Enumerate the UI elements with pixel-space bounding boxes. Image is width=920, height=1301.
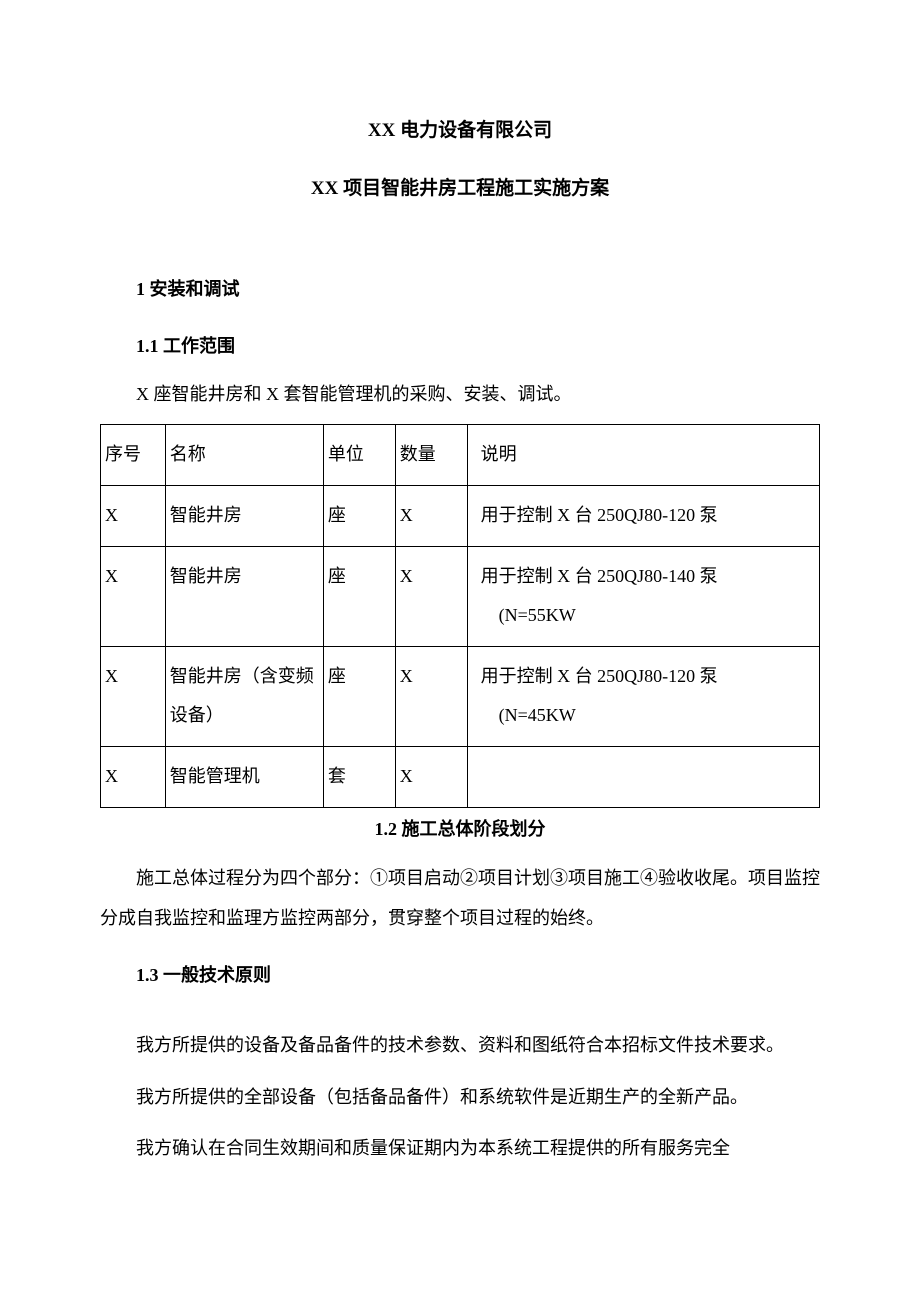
cell-desc-main: 用于控制 X 台 250QJ80-120 泵: [481, 666, 718, 686]
cell-desc: 用于控制 X 台 250QJ80-140 泵 (N=55KW: [467, 546, 819, 646]
table-row: X 智能管理机 套 X: [101, 746, 820, 807]
cell-desc: 用于控制 X 台 250QJ80-120 泵: [467, 485, 819, 546]
col-header-seq: 序号: [101, 425, 166, 486]
table-row: X 智能井房（含变频设备） 座 X 用于控制 X 台 250QJ80-120 泵…: [101, 646, 820, 746]
section-1-1-heading: 1.1 工作范围: [100, 327, 820, 367]
cell-unit: 套: [323, 746, 395, 807]
cell-qty: X: [395, 746, 467, 807]
table-row: X 智能井房 座 X 用于控制 X 台 250QJ80-140 泵 (N=55K…: [101, 546, 820, 646]
cell-seq: X: [101, 485, 166, 546]
cell-name: 智能井房: [165, 485, 323, 546]
cell-desc: 用于控制 X 台 250QJ80-120 泵 (N=45KW: [467, 646, 819, 746]
section-1-2-heading: 1.2 施工总体阶段划分: [100, 810, 820, 850]
cell-name: 智能井房: [165, 546, 323, 646]
cell-unit: 座: [323, 485, 395, 546]
cell-desc-sub: (N=55KW: [472, 596, 815, 636]
section-1-heading: 1 安装和调试: [100, 270, 820, 310]
table-row: X 智能井房 座 X 用于控制 X 台 250QJ80-120 泵: [101, 485, 820, 546]
cell-unit: 座: [323, 646, 395, 746]
col-header-desc: 说明: [467, 425, 819, 486]
col-header-name: 名称: [165, 425, 323, 486]
section-1-3-p3: 我方确认在合同生效期间和质量保证期内为本系统工程提供的所有服务完全: [100, 1129, 820, 1169]
section-1-2-body: 施工总体过程分为四个部分：①项目启动②项目计划③项目施工④验收收尾。项目监控分成…: [100, 859, 820, 938]
section-1-3-p2: 我方所提供的全部设备（包括备品备件）和系统软件是近期生产的全新产品。: [100, 1078, 820, 1118]
cell-desc-main: 用于控制 X 台 250QJ80-140 泵: [481, 566, 718, 586]
section-1-1-intro: X 座智能井房和 X 套智能管理机的采购、安装、调试。: [100, 375, 820, 415]
cell-seq: X: [101, 646, 166, 746]
company-title: XX 电力设备有限公司: [100, 110, 820, 152]
cell-desc: [467, 746, 819, 807]
cell-qty: X: [395, 485, 467, 546]
section-1-3-heading: 1.3 一般技术原则: [100, 956, 820, 996]
table-header-row: 序号 名称 单位 数量 说明: [101, 425, 820, 486]
cell-name: 智能井房（含变频设备）: [165, 646, 323, 746]
cell-unit: 座: [323, 546, 395, 646]
cell-qty: X: [395, 646, 467, 746]
section-1-3-p1: 我方所提供的设备及备品备件的技术参数、资料和图纸符合本招标文件技术要求。: [100, 1026, 820, 1066]
cell-name: 智能管理机: [165, 746, 323, 807]
col-header-qty: 数量: [395, 425, 467, 486]
col-header-unit: 单位: [323, 425, 395, 486]
cell-qty: X: [395, 546, 467, 646]
cell-desc-sub: (N=45KW: [472, 696, 815, 736]
cell-seq: X: [101, 746, 166, 807]
equipment-table: 序号 名称 单位 数量 说明 X 智能井房 座 X 用于控制 X 台 250QJ…: [100, 424, 820, 807]
project-title: XX 项目智能井房工程施工实施方案: [100, 168, 820, 210]
cell-seq: X: [101, 546, 166, 646]
